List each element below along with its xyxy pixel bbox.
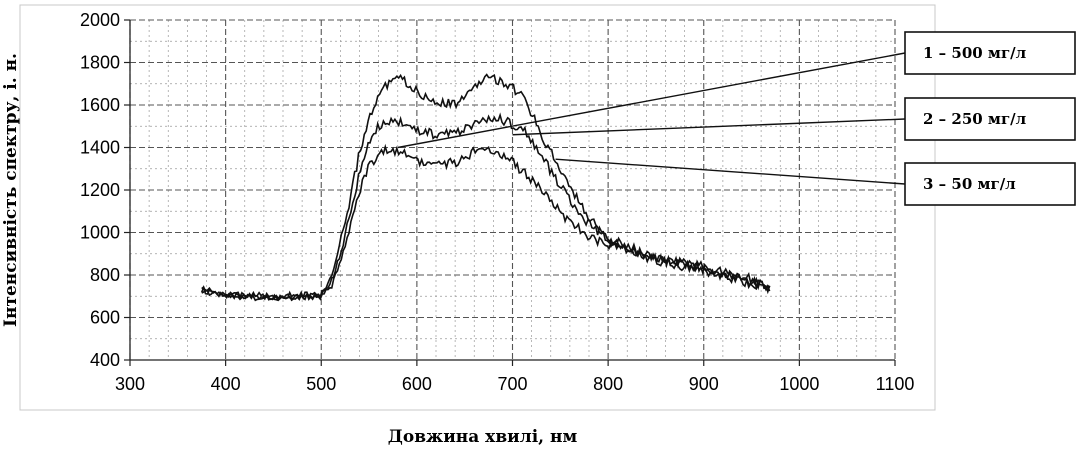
legend-label-2: 2 – 250 мг/л	[923, 110, 1027, 128]
x-tick-label: 700	[497, 374, 527, 394]
legend-label-3: 3 – 50 мг/л	[923, 175, 1016, 193]
x-axis-title: Довжина хвилі, нм	[388, 427, 578, 447]
x-tick-label: 400	[211, 374, 241, 394]
series-line-3	[201, 143, 771, 302]
y-axis-title: Інтенсивність спектру, і. н.	[1, 53, 21, 327]
legend-connector-3	[555, 158, 906, 185]
series-line-2	[200, 112, 771, 302]
y-tick-label: 800	[90, 265, 120, 285]
chart-border	[19, 4, 936, 411]
legend-connector-1	[397, 52, 906, 149]
y-tick-label: 600	[90, 308, 120, 328]
y-tick-label: 1800	[80, 53, 120, 73]
series-lines	[200, 73, 771, 302]
legend-connector-2	[512, 118, 906, 136]
legend-box-2	[904, 97, 1076, 141]
x-tick-label: 800	[593, 374, 623, 394]
x-tick-label: 600	[402, 374, 432, 394]
y-tick-label: 1200	[80, 180, 120, 200]
y-tick-label: 1000	[80, 223, 120, 243]
y-tick-label: 400	[90, 350, 120, 370]
x-tick-label: 500	[306, 374, 336, 394]
x-tick-label: 1100	[876, 374, 915, 394]
x-tick-label: 900	[689, 374, 719, 394]
legend-label-1: 1 – 500 мг/л	[923, 44, 1027, 62]
y-tick-label: 1400	[80, 138, 120, 158]
x-tick-label: 1000	[779, 374, 819, 394]
legend-box-3	[904, 162, 1076, 206]
legend: 1 – 500 мг/л 2 – 250 мг/л 3 – 50 мг/л	[397, 31, 1076, 206]
y-tick-label: 1600	[80, 95, 120, 115]
plot-area	[19, 4, 936, 411]
x-tick-label: 300	[115, 374, 145, 394]
y-tick-label: 2000	[80, 10, 120, 30]
legend-box-1	[904, 31, 1076, 75]
axes: 300 400 500 600 700 800 900 1000 1100 400 600 800 10…	[80, 10, 914, 394]
